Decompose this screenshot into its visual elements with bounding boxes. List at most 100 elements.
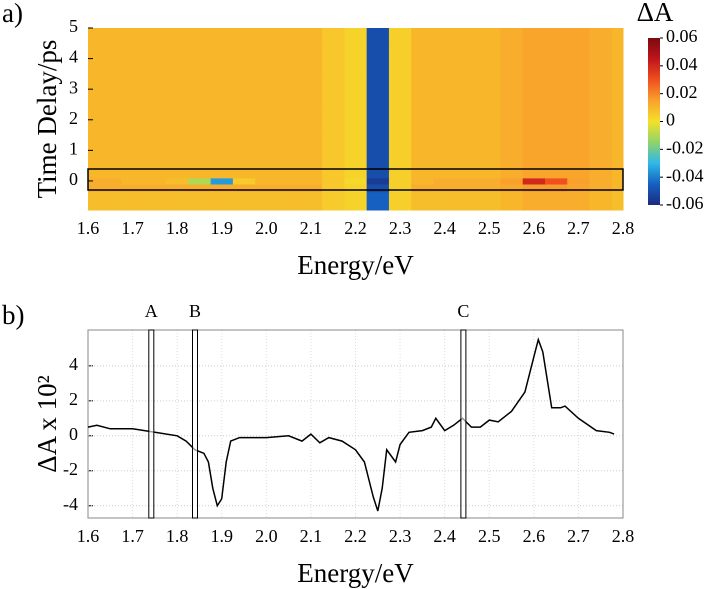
marker-band — [148, 329, 155, 519]
heat-cell — [411, 177, 435, 185]
heat-cell — [522, 43, 546, 75]
heat-cell — [322, 191, 345, 202]
heat-cell — [232, 73, 256, 105]
heat-cell — [299, 158, 323, 171]
heat-cell — [544, 191, 568, 202]
x-tick-label: 2.7 — [567, 218, 590, 238]
heat-cell — [567, 170, 591, 179]
heat-cell — [121, 191, 145, 202]
heat-cell — [210, 170, 234, 179]
heat-cell — [344, 184, 368, 193]
heat-cell — [567, 177, 591, 185]
x-tick-label: 2.2 — [344, 218, 367, 238]
heat-cell — [500, 43, 524, 75]
heat-cell — [299, 177, 323, 185]
heat-cell — [99, 191, 122, 202]
heat-cell — [299, 28, 323, 44]
x-tick-label: 2.5 — [478, 526, 501, 546]
heat-cell — [166, 177, 189, 185]
heat-cell — [611, 28, 624, 44]
heat-cell — [522, 200, 546, 211]
heat-cell — [366, 158, 390, 171]
heat-cell — [388, 158, 412, 171]
heat-cell — [589, 135, 613, 159]
heat-cell — [544, 73, 568, 105]
heat-cell — [188, 135, 212, 159]
heat-cell — [210, 191, 234, 202]
heat-cell — [143, 28, 167, 44]
heat-cell — [99, 200, 122, 211]
heat-cell — [88, 170, 100, 179]
heat-cell — [544, 158, 568, 171]
heat-cell — [88, 177, 100, 185]
heat-cell — [433, 104, 457, 136]
colorbar-tick-label: 0.04 — [666, 54, 698, 74]
heat-cell — [388, 177, 412, 185]
heat-cell — [255, 158, 278, 171]
heat-cell — [121, 43, 145, 75]
x-tick-label: 1.9 — [211, 526, 234, 546]
heat-cell — [143, 191, 167, 202]
heat-cell — [143, 135, 167, 159]
heat-cell — [500, 73, 524, 105]
heat-cell — [455, 200, 479, 211]
heat-cell — [210, 104, 234, 136]
heat-cell — [567, 43, 591, 75]
marker-label: A — [145, 301, 158, 321]
y-tick-label: 0 — [69, 424, 78, 444]
heat-cell — [589, 104, 613, 136]
heat-cell — [322, 158, 345, 171]
heat-cell — [611, 104, 624, 136]
heat-cell — [277, 191, 301, 202]
heat-cell — [255, 184, 278, 193]
x-tick-label: 2.8 — [612, 526, 635, 546]
heat-cell — [344, 158, 368, 171]
heat-cell — [433, 135, 457, 159]
heat-cell — [143, 170, 167, 179]
heat-cell — [188, 28, 212, 44]
heat-cell — [567, 158, 591, 171]
heat-cell — [611, 158, 624, 171]
heat-cell — [210, 184, 234, 193]
heat-cell — [411, 184, 435, 193]
heat-cell — [366, 170, 390, 179]
heat-cell — [188, 158, 212, 171]
heat-cell — [143, 184, 167, 193]
colorbar-tick-label: -0.04 — [666, 165, 704, 185]
heat-cell — [166, 28, 189, 44]
heat-cell — [299, 170, 323, 179]
heat-cell — [455, 191, 479, 202]
heat-cell — [388, 73, 412, 105]
heat-cell — [344, 191, 368, 202]
heat-cell — [99, 28, 122, 44]
heat-cell — [455, 170, 479, 179]
heat-cell — [255, 200, 278, 211]
heat-cell — [322, 73, 345, 105]
heat-cell — [88, 191, 100, 202]
heat-cell — [88, 104, 100, 136]
heat-cell — [121, 177, 145, 185]
heat-cell — [344, 135, 368, 159]
heat-cell — [388, 191, 412, 202]
heat-cell — [232, 177, 256, 185]
heat-cell — [210, 43, 234, 75]
heat-cell — [322, 170, 345, 179]
heat-cell — [88, 158, 100, 171]
heat-cell — [299, 104, 323, 136]
heat-cell — [143, 73, 167, 105]
heat-cell — [478, 43, 501, 75]
heat-cell — [366, 135, 390, 159]
heat-cell — [277, 73, 301, 105]
heat-cell — [121, 73, 145, 105]
heat-cell — [388, 43, 412, 75]
y-axis-title: Time Delay/ps — [32, 40, 62, 199]
heat-cell — [522, 191, 546, 202]
heat-cell — [322, 184, 345, 193]
heat-cell — [589, 73, 613, 105]
heat-cell — [611, 191, 624, 202]
heat-cell — [88, 73, 100, 105]
heat-cell — [277, 200, 301, 211]
heat-cell — [299, 43, 323, 75]
panel-label: a) — [2, 0, 23, 28]
heat-cell — [232, 184, 256, 193]
